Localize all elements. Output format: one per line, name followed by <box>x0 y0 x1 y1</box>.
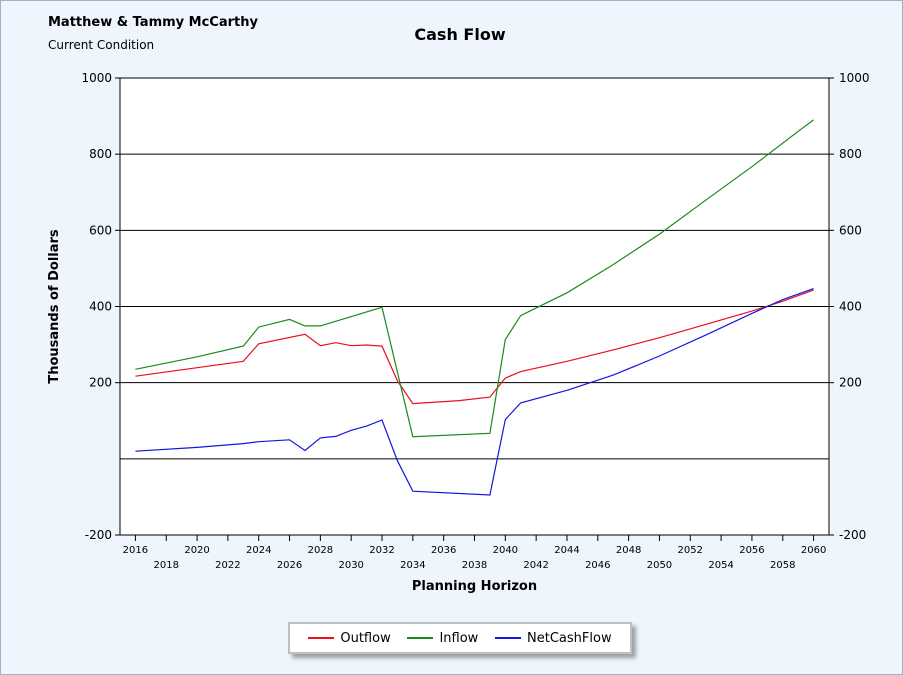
x-tick-label: 2058 <box>770 560 795 571</box>
legend-item-netcashflow: NetCashFlow <box>495 631 612 646</box>
x-tick-label: 2048 <box>616 545 641 556</box>
series-line-outflow <box>135 289 814 405</box>
client-name: Matthew & Tammy McCarthy <box>48 15 258 30</box>
chart-legend: Outflow Inflow NetCashFlow <box>288 622 632 654</box>
x-tick-label: 2024 <box>246 545 271 556</box>
x-tick-label: 2030 <box>338 560 363 571</box>
x-tick-label: 2042 <box>523 560 548 571</box>
series-line-inflow <box>135 119 814 438</box>
x-tick-label: 2016 <box>123 545 148 556</box>
y-tick-label-right: 800 <box>839 147 862 161</box>
x-tick-label: 2044 <box>554 545 579 556</box>
y-tick-label-left: 600 <box>89 223 112 237</box>
x-axis-label: Planning Horizon <box>412 579 537 594</box>
x-tick-label: 2038 <box>462 560 487 571</box>
x-tick-label: 2034 <box>400 560 425 571</box>
y-tick-label-right: 600 <box>839 223 862 237</box>
x-tick-label: 2018 <box>154 560 179 571</box>
y-tick-label-right: 1000 <box>839 71 870 85</box>
legend-swatch <box>495 637 522 639</box>
y-tick-label-right: 200 <box>839 376 862 390</box>
legend-label: NetCashFlow <box>527 630 612 646</box>
y-tick-label-left: 1000 <box>81 71 112 85</box>
x-tick-label: 2046 <box>585 560 610 571</box>
y-tick-label-left: 400 <box>89 300 112 314</box>
x-tick-label: 2032 <box>369 545 394 556</box>
y-tick-label-left: 800 <box>89 147 112 161</box>
x-tick-label: 2022 <box>215 560 240 571</box>
y-tick-label-right: -200 <box>839 528 866 542</box>
x-tick-label: 2060 <box>801 545 826 556</box>
legend-label: Outflow <box>340 630 391 646</box>
x-tick-label: 2020 <box>184 545 209 556</box>
x-tick-label: 2026 <box>277 560 302 571</box>
x-tick-label: 2050 <box>647 560 672 571</box>
x-tick-label: 2036 <box>431 545 456 556</box>
x-tick-label: 2054 <box>708 560 733 571</box>
series-line-netcashflow <box>135 288 814 496</box>
y-axis-label: Thousands of Dollars <box>47 229 62 384</box>
x-tick-label: 2056 <box>739 545 764 556</box>
x-tick-label: 2028 <box>308 545 333 556</box>
scenario-label: Current Condition <box>48 38 155 52</box>
legend-item-outflow: Outflow <box>308 630 391 646</box>
legend-label: Inflow <box>439 630 479 646</box>
y-tick-label-right: 400 <box>839 300 862 314</box>
chart-title: Cash Flow <box>414 25 506 44</box>
legend-swatch <box>308 637 335 639</box>
y-tick-label-left: 200 <box>89 376 112 390</box>
legend-swatch <box>407 637 434 639</box>
y-tick-label-left: -200 <box>85 528 112 542</box>
x-tick-label: 2052 <box>678 545 703 556</box>
x-tick-label: 2040 <box>493 545 518 556</box>
legend-item-inflow: Inflow <box>407 631 478 646</box>
